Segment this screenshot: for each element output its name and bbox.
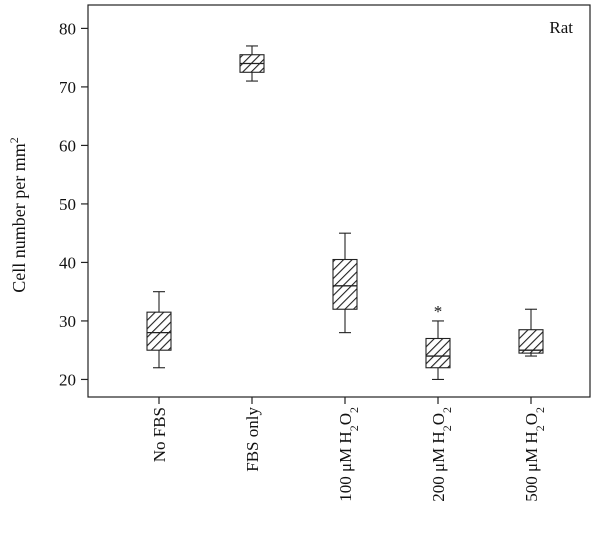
- box-5: [518, 308, 544, 357]
- y-tick-label-40: 40: [59, 253, 76, 272]
- y-axis: 20 30 40 50 60 70 80: [59, 19, 88, 389]
- x-category-label-2: FBS only: [243, 407, 262, 472]
- y-tick-label-30: 30: [59, 312, 76, 331]
- boxes-group: *: [146, 45, 544, 380]
- y-axis-title-superscript: 2: [7, 137, 21, 143]
- x-category-label-5: 500 μM H2O2: [522, 407, 547, 502]
- box-3: [332, 232, 358, 334]
- box-2: [239, 45, 265, 82]
- box-iqr: [332, 258, 358, 310]
- y-tick-label-50: 50: [59, 195, 76, 214]
- x-axis: No FBS FBS only 100 μM H2O2 200 μM H2O2 500 …: [150, 397, 547, 502]
- y-tick-label-60: 60: [59, 136, 76, 155]
- box-1: [146, 291, 172, 369]
- y-axis-title: Cell number per mm2: [7, 137, 29, 292]
- x-category-label-3: 100 μM H2O2: [336, 407, 361, 502]
- y-tick-label-80: 80: [59, 19, 76, 38]
- x-category-label-4: 200 μM H2O2: [429, 407, 454, 502]
- box-iqr: [425, 337, 451, 369]
- y-tick-label-70: 70: [59, 78, 76, 97]
- x-category-label-1: No FBS: [150, 407, 169, 462]
- y-tick-label-20: 20: [59, 370, 76, 389]
- plot-frame: [87, 4, 591, 398]
- panel-label: Rat: [549, 18, 573, 37]
- significance-marker: *: [434, 302, 443, 321]
- box-4: *: [425, 302, 451, 380]
- box-iqr: [146, 311, 172, 351]
- box-iqr: [518, 329, 544, 354]
